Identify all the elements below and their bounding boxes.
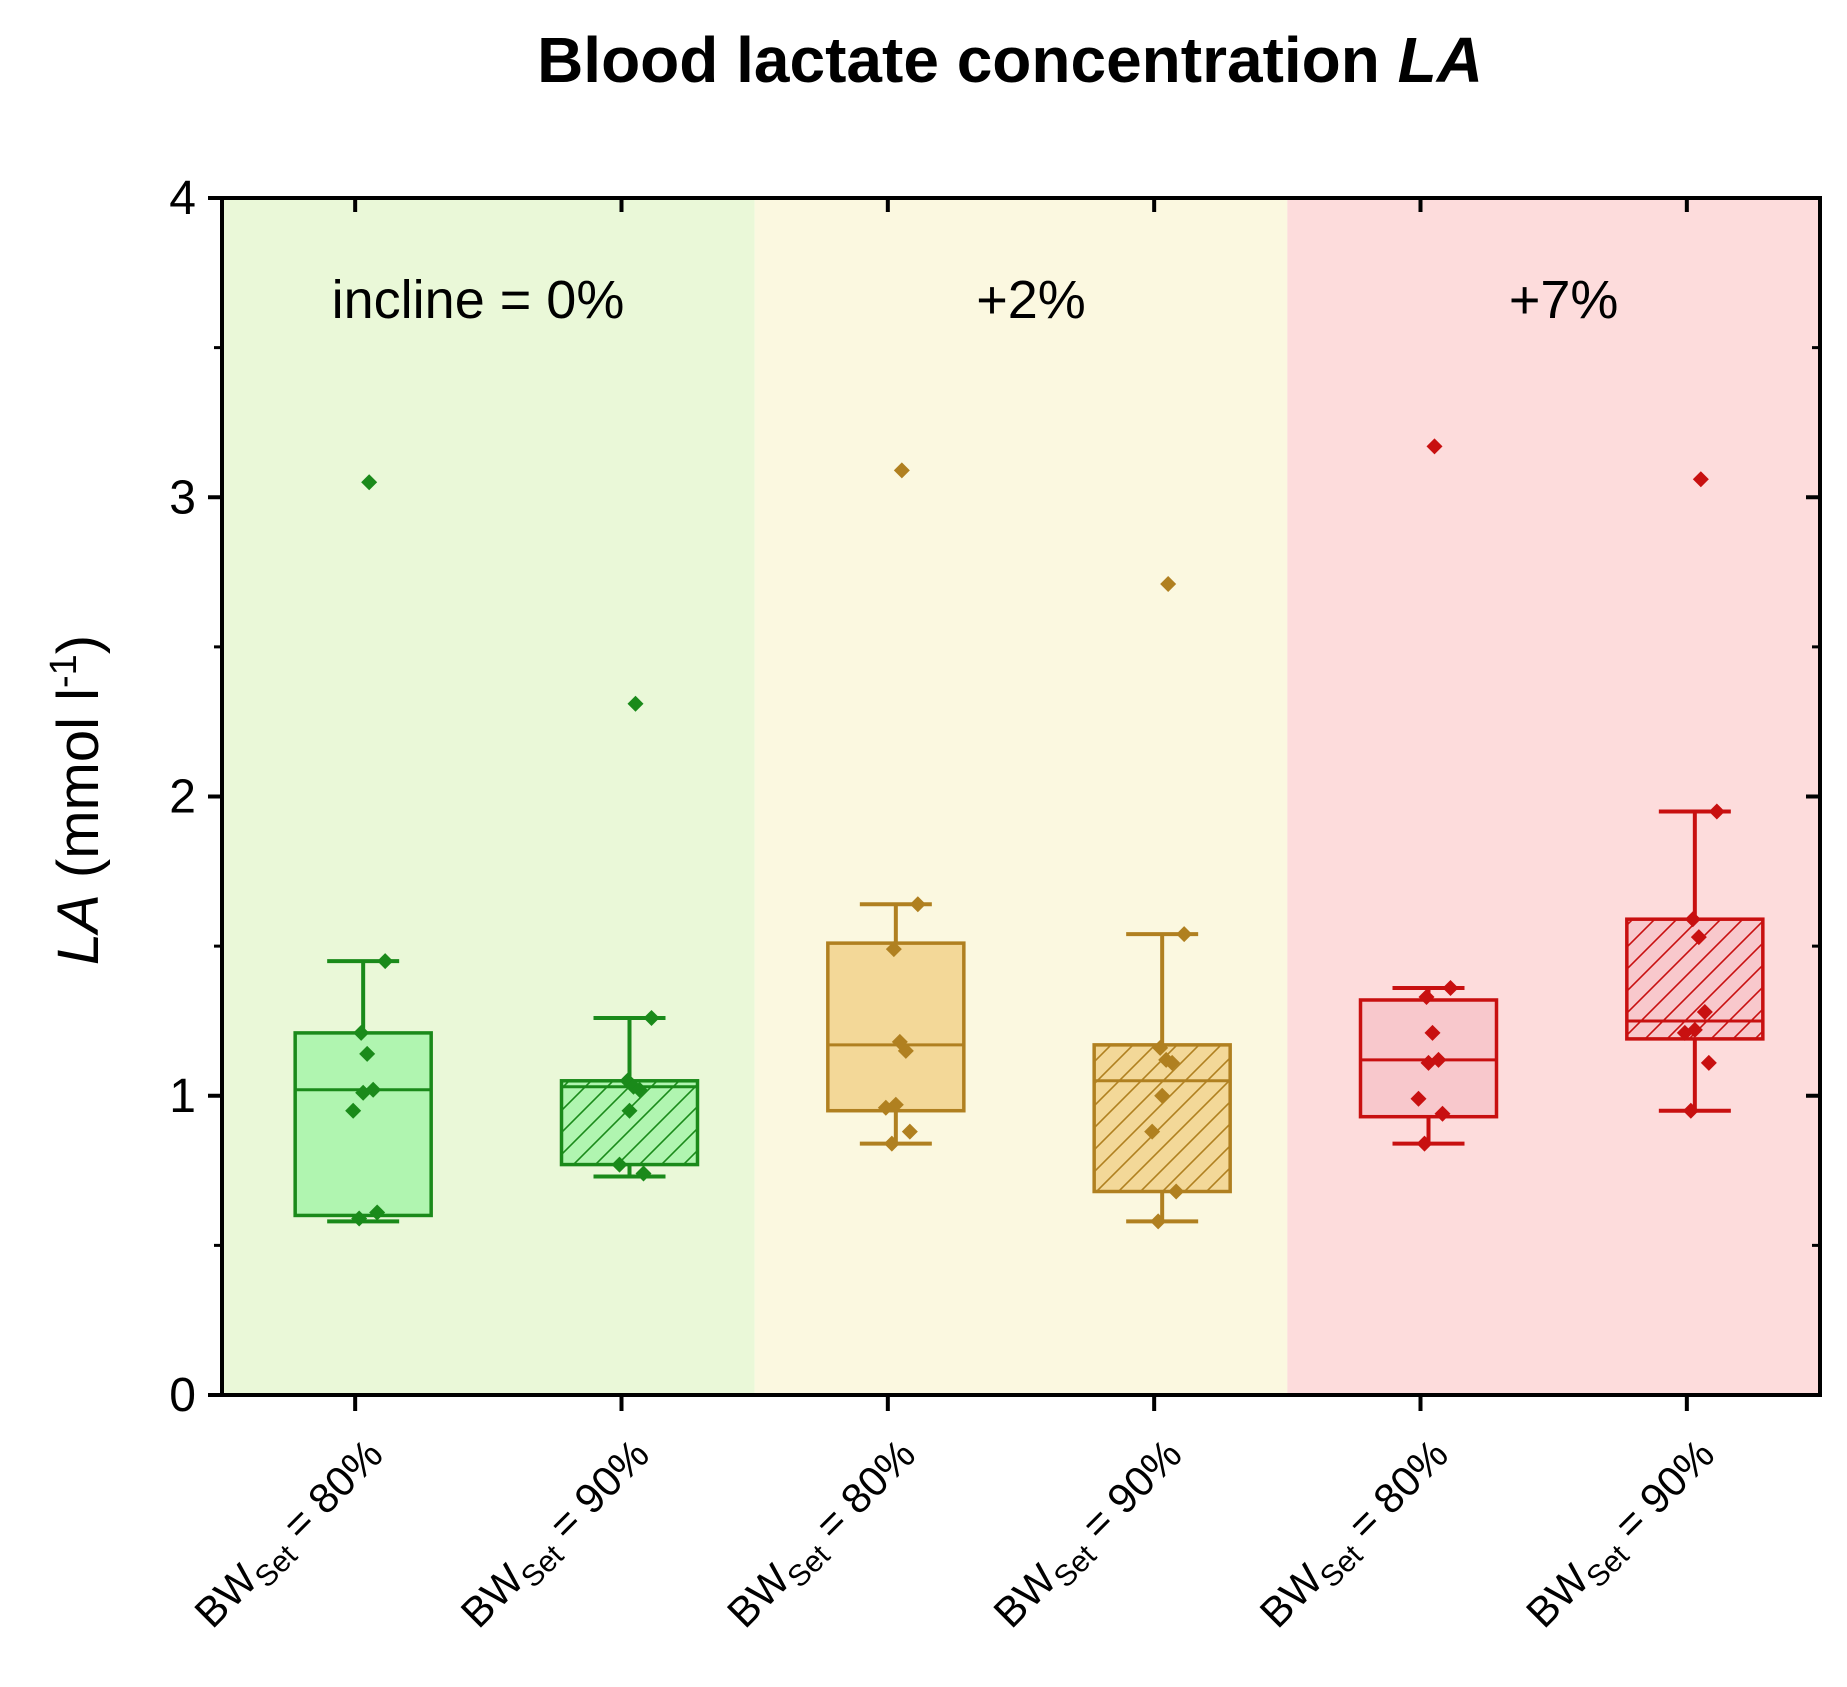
data-point <box>1154 1087 1171 1104</box>
data-point <box>877 1099 894 1116</box>
data-point <box>1690 929 1707 946</box>
data-point <box>635 1165 652 1182</box>
data-point <box>1696 1003 1713 1020</box>
data-point <box>1160 576 1177 593</box>
data-point <box>631 1081 648 1098</box>
data-point <box>1418 988 1435 1005</box>
box-group <box>293 474 433 1227</box>
box <box>826 941 966 1113</box>
data-point <box>1144 1123 1161 1140</box>
data-point <box>611 1156 628 1173</box>
data-point <box>627 695 644 712</box>
data-point <box>1176 926 1193 943</box>
data-point <box>359 1045 376 1062</box>
region-label: incline = 0% <box>332 270 625 330</box>
y-axis-label-unit: (mmol l <box>46 688 111 894</box>
data-point <box>345 1102 362 1119</box>
data-point <box>1420 1054 1437 1071</box>
data-point <box>1168 1183 1185 1200</box>
data-point <box>893 462 910 479</box>
data-point <box>1416 1135 1433 1152</box>
data-point <box>1426 438 1443 455</box>
x-category-suffix: = 80% <box>1330 1430 1457 1557</box>
y-tick-label: 0 <box>169 1369 196 1422</box>
y-axis-label: LA (mmol l-1) <box>43 635 111 965</box>
x-category-label: BWSet = 90% <box>984 1430 1196 1642</box>
data-point <box>1676 1024 1693 1041</box>
y-tick-label: 2 <box>169 771 196 824</box>
box-group <box>559 695 700 1182</box>
data-point <box>897 1042 914 1059</box>
region-label: +2% <box>976 270 1086 330</box>
data-point <box>621 1102 638 1119</box>
data-point <box>1410 1090 1427 1107</box>
data-point <box>901 1123 918 1140</box>
data-point <box>1442 980 1459 997</box>
y-axis-label-exponent: -1 <box>43 654 85 688</box>
box-group <box>1625 471 1765 1119</box>
data-point <box>361 474 378 491</box>
box <box>293 1031 433 1218</box>
data-point <box>1164 1054 1181 1071</box>
data-point <box>1150 1213 1167 1230</box>
box-group <box>1358 438 1499 1152</box>
data-point <box>1684 911 1701 928</box>
x-category-suffix: = 80% <box>265 1430 392 1557</box>
region-background <box>754 198 1288 1395</box>
data-point <box>883 1135 900 1152</box>
data-point <box>1152 1039 1169 1056</box>
data-point <box>1700 1054 1717 1071</box>
data-point <box>369 1204 386 1221</box>
x-category-suffix: = 90% <box>1064 1430 1191 1557</box>
y-axis-label-symbol: LA <box>46 894 111 965</box>
x-category-label: BWSet = 80% <box>1251 1430 1463 1642</box>
x-category-label: BWSet = 90% <box>452 1430 664 1642</box>
x-category-suffix: = 90% <box>531 1430 658 1557</box>
box-group <box>1092 576 1232 1230</box>
x-category-label: BWSet = 80% <box>185 1430 397 1642</box>
data-point <box>1708 803 1725 820</box>
y-axis-label-close: ) <box>46 635 111 654</box>
x-category-suffix: = 90% <box>1597 1430 1724 1557</box>
data-point <box>885 941 902 958</box>
x-category-suffix: = 80% <box>798 1430 925 1557</box>
box-group <box>826 462 966 1152</box>
y-tick-label: 1 <box>169 1070 196 1123</box>
data-point <box>1434 1105 1451 1122</box>
chart-title-main: Blood lactate concentration <box>537 24 1380 96</box>
box <box>559 1079 700 1167</box>
data-point <box>1682 1102 1699 1119</box>
y-tick-label: 4 <box>169 172 196 225</box>
region-label: +7% <box>1509 270 1619 330</box>
data-point <box>355 1084 372 1101</box>
data-point <box>353 1024 370 1041</box>
chart-title-symbol: LA <box>1398 24 1483 96</box>
x-category-label: BWSet = 80% <box>718 1430 930 1642</box>
region-background <box>1287 198 1820 1395</box>
data-point <box>1692 471 1709 488</box>
data-point <box>909 896 926 913</box>
box <box>1092 1043 1232 1194</box>
x-category-label: BWSet = 90% <box>1517 1430 1729 1642</box>
data-point <box>643 1009 660 1026</box>
data-point <box>377 953 394 970</box>
data-point <box>351 1210 368 1227</box>
chart-title: Blood lactate concentration LA <box>537 24 1483 96</box>
y-tick-label: 3 <box>169 471 196 524</box>
data-point <box>1424 1024 1441 1041</box>
